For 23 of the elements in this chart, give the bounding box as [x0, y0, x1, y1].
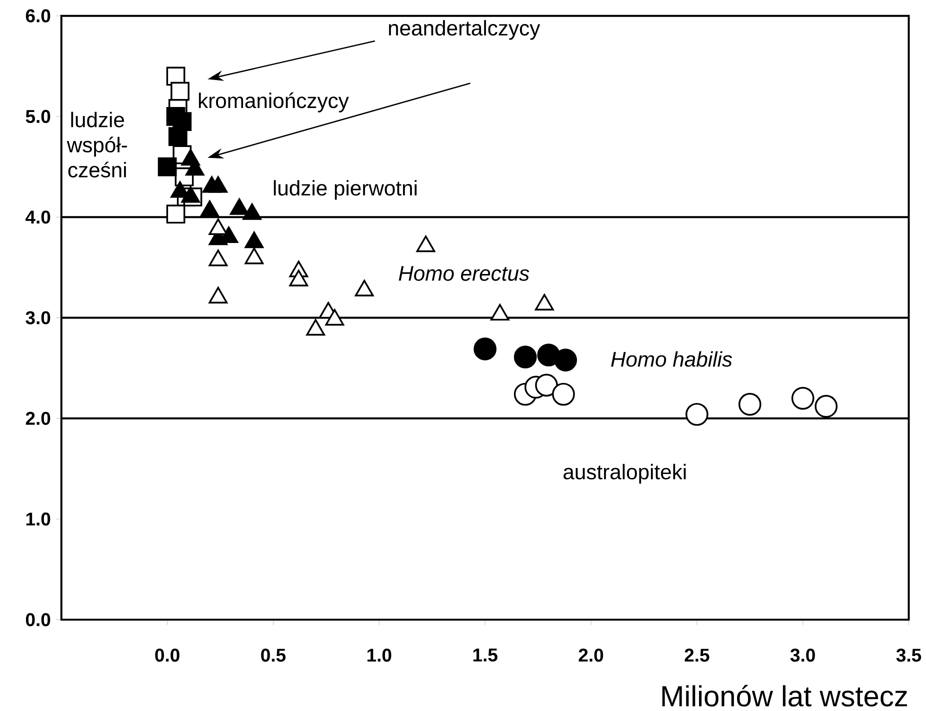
x-tick-label: 0.0 [155, 648, 180, 662]
annotation: neandertalczycy [388, 20, 540, 40]
y-tick-label: 4.0 [26, 210, 50, 224]
x-tick-label: 2.5 [684, 648, 710, 662]
y-tick-label: 5.0 [26, 110, 50, 124]
annotation: Homo habilis [611, 351, 732, 367]
x-axis-title: Milionów lat wstecz [662, 684, 907, 707]
x-tick-label: 3.5 [896, 648, 922, 662]
y-tick-label: 0.0 [26, 613, 50, 626]
annotation: kromaniończycy [198, 92, 349, 112]
y-tick-label: 2.0 [26, 412, 50, 426]
annotation: Homo erectus [398, 266, 530, 281]
annotation: ludzie pierwotni [274, 180, 417, 200]
x-tick-label: 1.0 [367, 648, 392, 662]
x-tick-label: 3.0 [790, 648, 815, 662]
x-tick-label: 2.0 [578, 648, 604, 662]
y-tick-label: 6.0 [26, 9, 50, 22]
annotation: australopiteki [564, 464, 686, 484]
annotation: ludzie współ-cześni [66, 112, 127, 178]
y-tick-label: 1.0 [26, 512, 50, 526]
x-tick-label: 0.5 [261, 648, 286, 662]
x-tick-label: 1.5 [473, 648, 498, 662]
y-tick-label: 3.0 [26, 311, 50, 324]
